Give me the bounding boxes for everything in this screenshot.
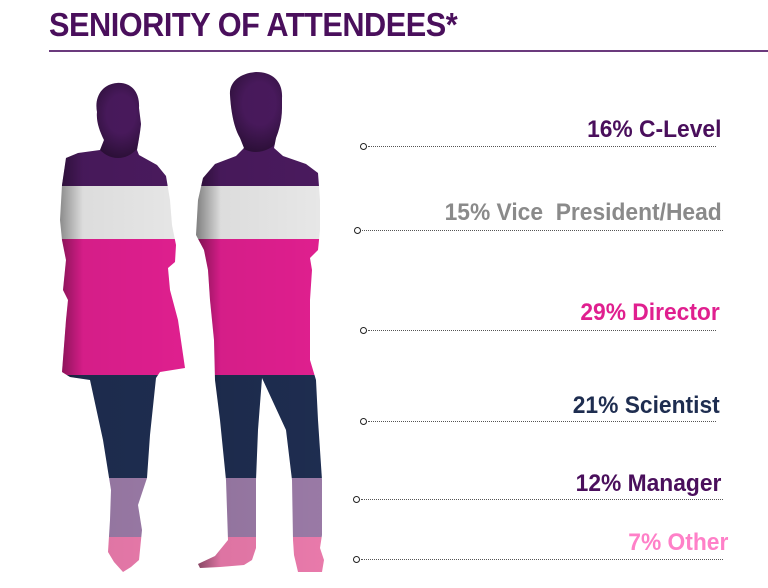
leader-line [368,146,716,147]
leader-dot-icon [360,143,367,150]
label-other: 7% Other [627,529,728,556]
label-director: 29% Director [580,299,720,326]
page-title: SENIORITY OF ATTENDEES* [49,6,458,43]
leader-line [361,499,723,500]
attendee-silhouettes-figure [60,72,324,573]
leader-dot-icon [360,327,367,334]
label-c-level: 16% C-Level [586,116,721,143]
label-scientist: 21% Scientist [573,392,720,419]
label-manager: 12% Manager [575,470,721,497]
leader-line [368,421,716,422]
leader-dot-icon [354,227,361,234]
leader-line [362,230,723,231]
leader-dot-icon [353,556,360,563]
leader-line [368,330,716,331]
label-vice-president-head: 15% Vice President/Head [444,199,722,226]
title-divider [49,50,768,52]
leader-line [361,559,723,560]
leader-dot-icon [360,418,367,425]
leader-dot-icon [353,496,360,503]
man-silhouette [196,72,324,572]
woman-silhouette [60,82,185,573]
